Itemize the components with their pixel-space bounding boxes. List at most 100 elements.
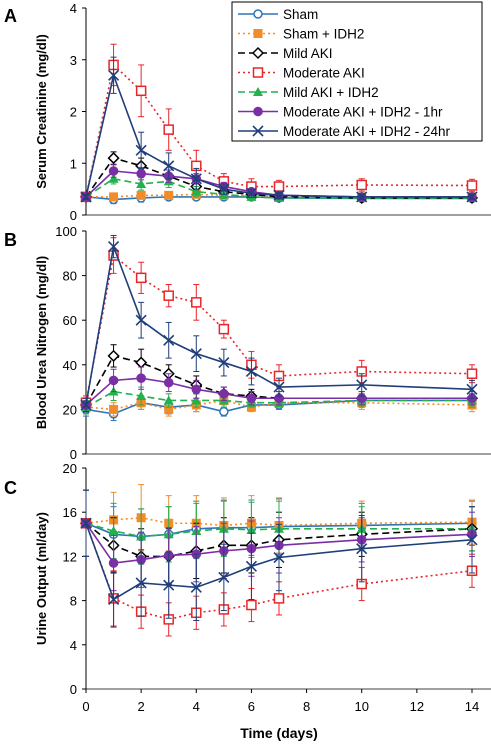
legend-label: Moderate AKI + IDH2 - 24hr [283,124,450,139]
data-point [466,191,478,203]
data-point [245,365,257,378]
data-point [108,593,120,606]
panel-c: 0 4 8 12 16 20 C Urine Output (ml/day) [4,461,491,697]
data-point [466,368,478,379]
series-line [86,193,472,198]
series-line [85,522,473,538]
series-line [85,522,473,621]
y-tick-label: 1 [70,156,77,171]
data-point [218,357,230,369]
data-point [108,525,119,535]
y-tick-label: 0 [70,682,77,697]
data-point [107,349,120,362]
data-point [219,388,229,399]
data-point [80,191,92,203]
data-point [136,373,146,383]
y-axis-label: Serum Creatinine (mg/dl) [34,34,49,189]
data-point [191,384,202,395]
panel-a: 0 1 2 3 4 A Serum Creatinine (mg/dl) [4,1,491,223]
panel-letter: B [4,230,17,250]
data-point [356,379,368,391]
y-tick-label: 2 [70,105,77,120]
x-tick-label: 0 [82,699,89,714]
data-point [273,189,285,201]
series-line [85,254,473,403]
series-line [85,522,473,564]
data-point [218,323,230,335]
data-point [136,391,147,401]
data-point [135,85,147,97]
x-tick-label: 10 [354,699,368,714]
series-line [85,522,473,601]
legend-label: Sham + IDH2 [283,27,364,42]
data-point [218,183,230,195]
y-tick-label: 100 [55,224,77,239]
data-point [136,190,146,200]
data-point [273,181,285,192]
legend-label: Sham [283,7,318,22]
data-point [246,599,257,611]
y-tick-label: 8 [70,594,77,609]
data-point [163,334,175,346]
x-tick-label: 8 [303,699,310,714]
series-line [85,522,472,538]
data-point [163,160,175,172]
data-point [273,593,285,604]
data-point [163,579,175,591]
legend: Sham Sham + IDH2 Mild AKI Moderate AKI Mild … [231,1,483,142]
data-point [108,173,119,183]
data-point [245,560,257,572]
data-point [219,406,229,417]
data-point [191,297,202,308]
legend-marker [253,9,263,19]
series-line [85,516,473,527]
y-tick-label: 12 [63,549,77,564]
legend-label: Mild AKI [283,46,333,61]
data-point [136,168,146,179]
data-point [163,124,174,135]
data-point [108,69,120,81]
data-point [80,399,92,411]
panel-letter: A [4,6,17,26]
panel-letter: C [4,478,17,498]
data-point [190,581,202,593]
y-tick-label: 40 [63,358,77,373]
x-tick-label: 14 [465,699,479,714]
series-line [85,399,472,415]
y-tick-label: 3 [70,53,77,68]
y-tick-label: 20 [63,402,77,417]
x-tick-label: 12 [410,699,424,714]
series-line [85,72,472,198]
y-tick-label: 20 [63,461,77,476]
y-tick-label: 16 [63,505,77,520]
y-axis-label: Urine Output (ml/day) [34,512,49,645]
x-tick-label: 2 [138,699,145,714]
data-point [135,314,147,326]
series-6 [80,234,478,413]
x-axis-label: Time (days) [240,725,318,741]
data-point [191,186,202,196]
data-point [164,190,174,200]
y-tick-label: 4 [70,638,77,653]
series-line [85,522,473,558]
data-point [135,577,147,589]
legend-marker [252,125,264,137]
data-point [356,543,368,555]
data-point [190,173,202,185]
series-line [85,63,473,198]
x-tick-label: 4 [193,699,200,714]
data-point [246,393,257,404]
y-tick-label: 80 [63,269,77,284]
data-point [245,187,257,199]
series-line [85,399,473,411]
data-point [108,375,119,386]
series-line [85,390,472,408]
y-tick-label: 60 [63,313,77,328]
data-point [356,191,368,203]
data-point [108,166,119,176]
data-point [164,404,174,414]
data-point [135,356,148,369]
legend-marker [251,46,265,60]
legend-marker [253,106,263,117]
